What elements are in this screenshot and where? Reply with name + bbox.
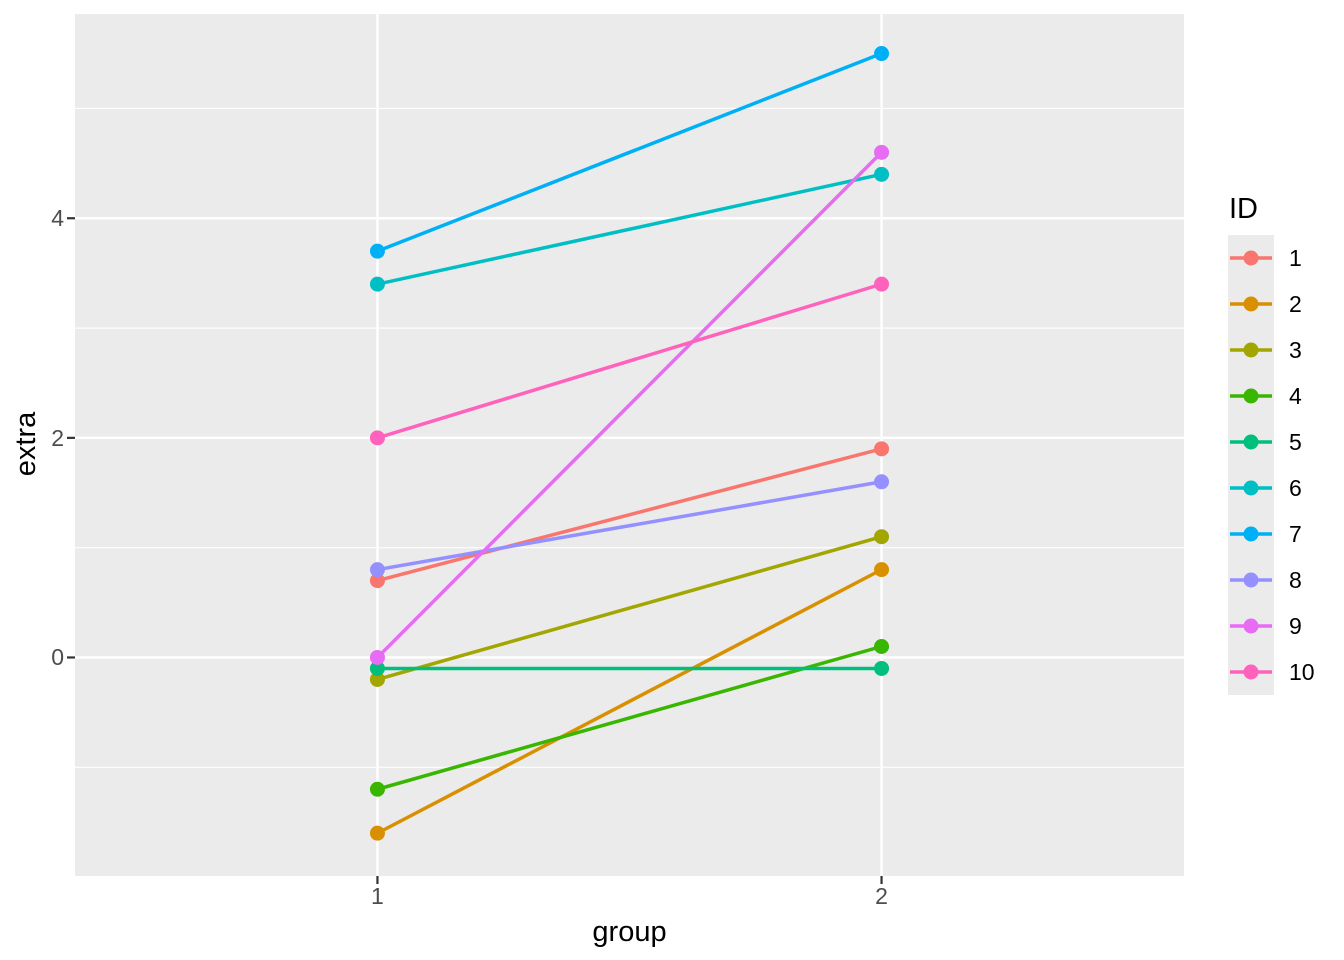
series-line-id-10: [376, 282, 883, 440]
legend-key-id-2: [1228, 281, 1274, 327]
legend-point-icon: [1243, 572, 1259, 588]
data-point-id-8: [874, 474, 890, 490]
legend-key-glyph-icon: [1230, 664, 1272, 680]
series-line-id-7: [376, 51, 883, 253]
legend-key-glyph-icon: [1230, 250, 1272, 266]
data-point-id-10: [369, 430, 385, 446]
legend-label-id-7: 7: [1289, 521, 1302, 547]
legend-label-id-10: 10: [1289, 659, 1315, 685]
legend-point-icon: [1243, 250, 1259, 266]
legend-key-id-10: [1228, 649, 1274, 695]
data-point-id-7: [874, 46, 890, 62]
data-point-id-7: [369, 243, 385, 259]
legend-key-id-6: [1228, 465, 1274, 511]
legend-key-id-4: [1228, 373, 1274, 419]
data-point-id-2: [874, 562, 890, 578]
legend-key-id-5: [1228, 419, 1274, 465]
legend-point-icon: [1243, 296, 1259, 312]
data-point-id-9: [369, 649, 385, 665]
x-tick-label: 1: [371, 883, 384, 909]
legend-label-id-9: 9: [1289, 613, 1302, 639]
series-line-id-4: [376, 644, 883, 791]
legend-point-icon: [1243, 618, 1259, 634]
legend-title: ID: [1229, 193, 1258, 225]
series-line-id-6: [377, 172, 882, 286]
data-point-id-4: [369, 781, 385, 797]
legend-key-glyph-icon: [1230, 572, 1272, 588]
data-point-id-1: [874, 441, 890, 457]
y-axis-title: extra: [10, 411, 42, 477]
legend-key-glyph-icon: [1230, 296, 1272, 312]
legend-key-id-8: [1228, 557, 1274, 603]
x-axis-title: group: [592, 916, 667, 948]
x-tick-label: 2: [875, 883, 888, 909]
legend-label-id-3: 3: [1289, 337, 1302, 363]
legend-point-icon: [1243, 388, 1259, 404]
legend-label-id-8: 8: [1289, 567, 1302, 593]
legend-label-id-2: 2: [1289, 291, 1302, 317]
y-tick-label: 4: [51, 205, 64, 232]
legend-key-id-3: [1228, 327, 1274, 373]
data-point-id-10: [874, 276, 890, 292]
series-line-id-3: [376, 535, 883, 682]
legend-key-glyph-icon: [1230, 388, 1272, 404]
legend-point-icon: [1243, 664, 1259, 680]
data-point-id-6: [874, 166, 890, 182]
legend-key-id-1: [1228, 235, 1274, 281]
data-point-id-6: [369, 276, 385, 292]
data-point-id-5: [369, 660, 385, 676]
data-point-id-4: [874, 638, 890, 654]
data-point-id-3: [874, 529, 890, 545]
legend-key-glyph-icon: [1230, 618, 1272, 634]
legend-key-glyph-icon: [1230, 526, 1272, 542]
data-point-id-5: [874, 660, 890, 676]
data-point-id-8: [369, 562, 385, 578]
y-tick-label: 0: [51, 644, 64, 671]
legend-point-icon: [1243, 480, 1259, 496]
data-point-id-3: [369, 671, 385, 687]
legend-label-id-5: 5: [1289, 429, 1302, 455]
series-line-id-1: [377, 447, 882, 583]
legend-label-id-6: 6: [1289, 475, 1302, 501]
y-tick-label: 2: [51, 424, 64, 451]
legend-key-id-7: [1228, 511, 1274, 557]
data-point-id-9: [874, 144, 890, 160]
legend-label-id-4: 4: [1289, 383, 1302, 409]
series-line-id-2: [376, 568, 883, 835]
series-line-id-9: [376, 151, 883, 659]
plot-panel: [75, 14, 1184, 876]
data-point-id-1: [369, 573, 385, 589]
legend-key-id-9: [1228, 603, 1274, 649]
legend-key-glyph-icon: [1230, 342, 1272, 358]
series-line-id-8: [377, 480, 882, 572]
legend-key-glyph-icon: [1230, 480, 1272, 496]
legend-key-glyph-icon: [1230, 434, 1272, 450]
data-point-id-2: [369, 825, 385, 841]
legend-point-icon: [1243, 526, 1259, 542]
legend-label-id-1: 1: [1289, 245, 1302, 271]
legend-point-icon: [1243, 434, 1259, 450]
legend-point-icon: [1243, 342, 1259, 358]
